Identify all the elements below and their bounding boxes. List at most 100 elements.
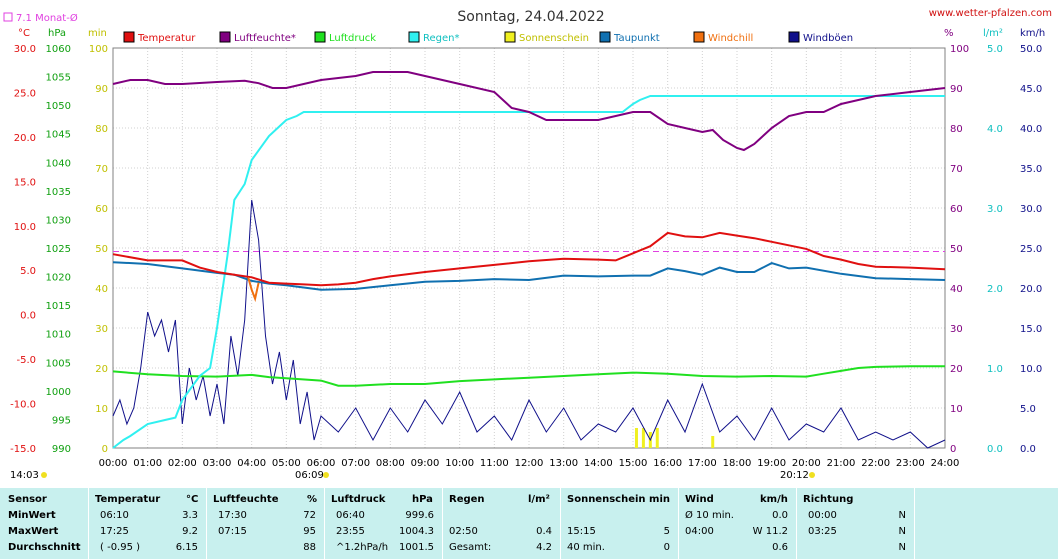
y-tick-pressure: 1025 xyxy=(46,244,71,255)
x-tick-label: 06:00 xyxy=(307,458,336,469)
legend-label: Regen* xyxy=(423,33,460,44)
sunset-marker-icon xyxy=(809,472,815,478)
y-tick-sunshine: 60 xyxy=(95,204,108,215)
y-tick-pressure: 1060 xyxy=(46,44,71,55)
x-tick-label: 10:00 xyxy=(445,458,474,469)
x-tick-label: 05:00 xyxy=(272,458,301,469)
y-tick-rain: 3.0 xyxy=(987,204,1003,215)
table-cell-hum_t: 17:30 xyxy=(218,510,247,521)
hdr-hum: Luftfeuchte xyxy=(213,494,279,505)
series-line-taupunkt xyxy=(112,261,946,291)
table-cell-press_t: ^1.2hPa/h xyxy=(336,542,389,553)
y-tick-sunshine: 30 xyxy=(95,324,108,335)
monthly-avg-label: 7.1 Monat-Ø xyxy=(16,12,78,24)
y-tick-humidity: 100 xyxy=(950,44,969,55)
y-tick-temperature: -5.0 xyxy=(16,355,36,366)
hdr-wind: Wind xyxy=(685,494,714,505)
y-tick-temperature: -15.0 xyxy=(10,444,36,455)
x-tick-label: 17:00 xyxy=(688,458,717,469)
unit-right1: % xyxy=(944,28,954,39)
table-cell-hum_v: 95 xyxy=(303,526,316,537)
y-tick-humidity: 80 xyxy=(950,124,963,135)
chart-title: Sonntag, 24.04.2022 xyxy=(457,9,604,25)
unit-right3: km/h xyxy=(1020,28,1045,39)
x-tick-label: 02:00 xyxy=(168,458,197,469)
monthly-avg-marker-icon xyxy=(3,12,13,22)
y-tick-wind: 10.0 xyxy=(1020,364,1042,375)
y-tick-wind: 25.0 xyxy=(1020,244,1042,255)
table-cell-sun_t: 15:15 xyxy=(567,526,596,537)
legend-label: Temperatur xyxy=(137,33,196,44)
y-tick-pressure: 990 xyxy=(52,444,71,455)
x-tick-label: 21:00 xyxy=(827,458,856,469)
divider xyxy=(206,488,207,559)
y-tick-pressure: 1045 xyxy=(46,130,71,141)
y-tick-pressure: 1005 xyxy=(46,358,71,369)
y-tick-humidity: 90 xyxy=(950,84,963,95)
divider xyxy=(324,488,325,559)
hdr-press-unit: hPa xyxy=(412,494,433,505)
y-tick-sunshine: 20 xyxy=(95,364,108,375)
y-tick-wind: 30.0 xyxy=(1020,204,1042,215)
table-cell-temp_v: 6.15 xyxy=(175,542,198,553)
x-tick-label: 08:00 xyxy=(376,458,405,469)
series-line-windböen xyxy=(112,199,946,449)
weather-chart: 00:00 01:00 02:00 03:00 04:00 05:00 06:00 07:00… xyxy=(3,8,1052,481)
y-tick-pressure: 1055 xyxy=(46,73,71,84)
hdr-temp-unit: °C xyxy=(186,494,199,505)
x-tick-label: 20:00 xyxy=(792,458,821,469)
legend-swatch xyxy=(314,31,326,43)
sunshine-bar xyxy=(655,428,659,448)
legend-label: Luftfeuchte* xyxy=(234,33,296,44)
y-tick-rain: 4.0 xyxy=(987,124,1003,135)
x-tick-label: 18:00 xyxy=(723,458,752,469)
table-cell-label: MaxWert xyxy=(8,526,59,537)
divider xyxy=(88,488,89,559)
sunshine-bar xyxy=(634,428,638,448)
divider xyxy=(442,488,443,559)
legend-label: Luftdruck xyxy=(329,33,376,44)
table-cell-temp_t: 17:25 xyxy=(100,526,129,537)
y-tick-wind: 45.0 xyxy=(1020,84,1042,95)
y-tick-sunshine: 70 xyxy=(95,164,108,175)
x-tick-label: 11:00 xyxy=(480,458,509,469)
y-tick-temperature: 15.0 xyxy=(14,177,36,188)
table-cell-dir_t: 03:25 xyxy=(808,526,837,537)
sunrise-bottom-time: 14:03 xyxy=(10,470,39,481)
series-line-regen xyxy=(112,95,945,449)
table-cell-dir_t: 00:00 xyxy=(808,510,837,521)
y-tick-wind: 5.0 xyxy=(1020,404,1036,415)
y-tick-humidity: 0 xyxy=(950,444,956,455)
table-cell-hum_v: 72 xyxy=(303,510,316,521)
legend: Temperatur Luftfeuchte* Luftdruck Regen* Son… xyxy=(123,31,853,44)
y-tick-humidity: 60 xyxy=(950,204,963,215)
legend-swatch xyxy=(123,31,135,43)
table-cell-sun_v: 5 xyxy=(663,526,670,537)
sunrise-marker-icon xyxy=(323,472,329,478)
table-cell-hum_v: 88 xyxy=(303,542,316,553)
legend-swatch xyxy=(788,31,800,43)
x-tick-label: 03:00 xyxy=(203,458,232,469)
table-cell-dir_v: N xyxy=(898,542,906,553)
y-tick-pressure: 1040 xyxy=(46,158,71,169)
table-cell-wind_t: 04:00 xyxy=(685,526,714,537)
y-tick-rain: 2.0 xyxy=(987,284,1003,295)
site-link[interactable]: www.wetter-pfalzen.com xyxy=(929,8,1052,19)
table-cell-label: MinWert xyxy=(8,510,56,521)
series-line-luftdruck xyxy=(112,365,945,387)
axes: 00:00 01:00 02:00 03:00 04:00 05:00 06:00 07:00… xyxy=(10,44,1042,469)
y-tick-wind: 35.0 xyxy=(1020,164,1042,175)
y-tick-sunshine: 10 xyxy=(95,404,108,415)
hdr-sensor: Sensor xyxy=(8,494,47,505)
table-cell-temp_t: 06:10 xyxy=(100,510,129,521)
y-tick-sunshine: 80 xyxy=(95,124,108,135)
series-line-temperatur xyxy=(112,231,946,287)
y-tick-temperature: 10.0 xyxy=(14,222,36,233)
y-tick-sunshine: 90 xyxy=(95,84,108,95)
table-cell-wind_v: 0.6 xyxy=(772,542,788,553)
y-tick-temperature: 0.0 xyxy=(20,311,36,322)
hdr-rain: Regen xyxy=(449,494,485,505)
legend-label: Windböen xyxy=(803,33,853,44)
table-cell-rain_v: 0.4 xyxy=(536,526,552,537)
hdr-dir: Richtung xyxy=(803,494,854,505)
